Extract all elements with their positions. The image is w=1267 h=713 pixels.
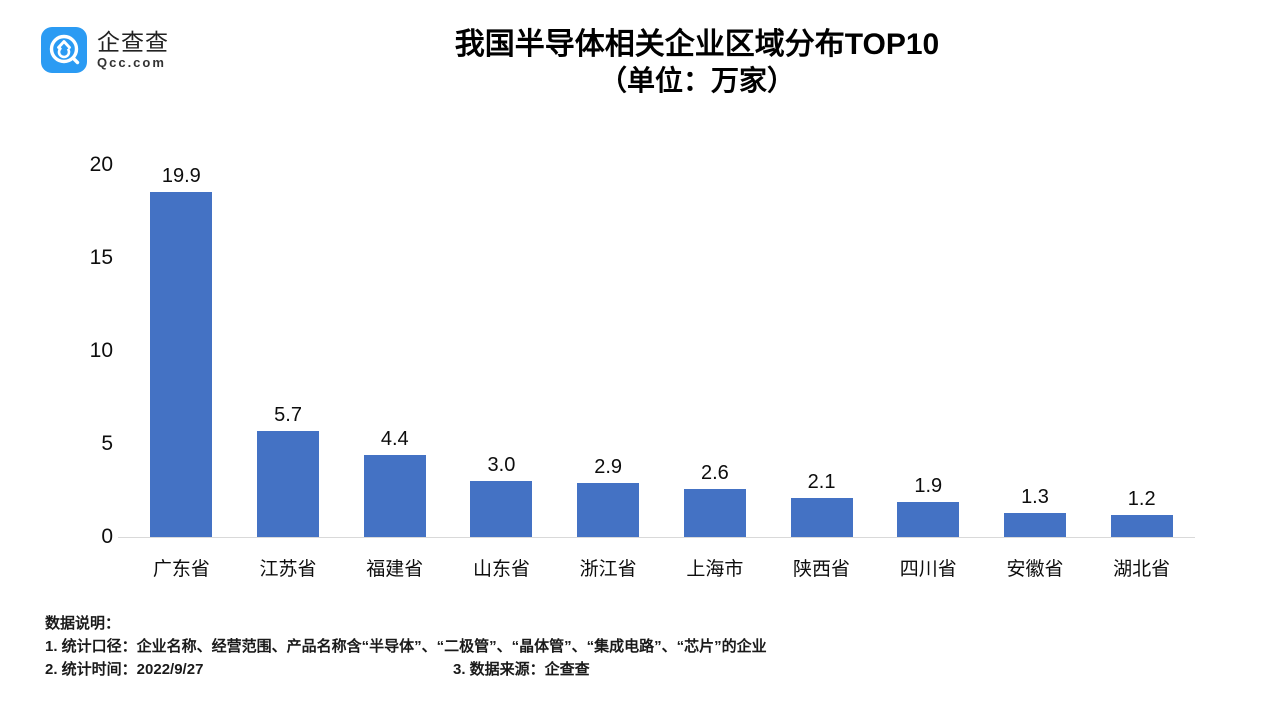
notes-heading: 数据说明： [45,615,121,632]
bar-四川省 [897,501,960,537]
x-category-label: 上海市 [686,559,744,580]
y-tick-label: 10 [89,339,113,362]
x-category-label: 福建省 [366,559,424,580]
bar-slot-广东省: 19.9 广东省 [128,165,235,580]
y-tick-label: 15 [89,246,113,269]
x-category-label: 安徽省 [1006,559,1064,580]
qcc-logo-icon [40,26,88,74]
chart-title-line1: 我国半导体相关企业区域分布TOP10 [454,28,940,61]
bar-安徽省 [1003,512,1066,537]
bar-value-label: 19.9 [161,165,201,187]
bar-value-label: 5.7 [274,403,302,426]
bar-湖北省 [1110,514,1173,537]
bar-value-label: 1.9 [914,474,943,497]
x-category-label: 四川省 [899,559,957,580]
x-category-label: 山东省 [472,559,530,580]
chart-title: 我国半导体相关企业区域分布TOP10 （单位：万家） [455,26,940,99]
bar-广东省 [150,192,213,537]
bar-slot-安徽省: 1.3 安徽省 [982,165,1089,580]
bar-slot-上海市: 2.6 上海市 [662,165,769,580]
notes-line-1: 1. 统计口径：企业名称、经营范围、产品名称含“半导体”、“二极管”、“晶体管”… [45,638,767,655]
bar-slot-湖北省: 1.2 湖北省 [1088,165,1195,580]
y-tick-label: 0 [101,525,113,548]
x-axis-baseline [118,537,1195,538]
bar-slot-陕西省: 2.1 陕西省 [768,165,875,580]
x-category-label: 江苏省 [259,559,317,580]
bar-value-label: 1.2 [1127,487,1156,510]
x-category-label: 陕西省 [793,559,851,580]
chart-title-unit: （单位：万家） [598,65,795,96]
bar-江苏省 [257,430,320,537]
notes-line-2: 2. 统计时间：2022/9/27 3. 数据来源：企查查 [45,658,767,681]
qcc-logo: 企查查 Qcc.com [40,26,169,74]
bar-slot-山东省: 3.0 山东省 [448,165,555,580]
bar-value-label: 3.0 [487,454,516,477]
x-category-label: 浙江省 [579,559,637,580]
y-tick-label: 20 [89,153,113,176]
bar-value-label: 2.9 [594,456,623,479]
bar-value-label: 1.3 [1021,485,1049,508]
y-tick-label: 5 [101,432,113,455]
bar-上海市 [683,488,746,537]
notes-data-source: 3. 数据来源：企查查 [453,661,590,678]
bar-value-label: 2.1 [807,470,836,493]
x-category-label: 广东省 [152,559,210,580]
x-category-label: 湖北省 [1113,559,1171,580]
bar-slot-四川省: 1.9 四川省 [875,165,982,580]
y-axis: 0 5 10 15 20 [33,0,113,713]
logo-domain: Qcc.com [97,55,166,70]
bar-浙江省 [577,483,640,537]
bar-value-label: 2.6 [700,461,729,484]
notes-stat-time: 2. 统计时间：2022/9/27 [45,661,204,678]
bar-陕西省 [790,497,853,537]
bar-value-label: 4.4 [380,428,409,451]
bar-chart-plot-area: 19.9 广东省 5.7 江苏省 4.4 福建省 3.0 山东省 2.9 浙江省 2.6 上海市 2.1… [128,165,1195,580]
logo-name: 企查查 [97,29,169,55]
bar-slot-福建省: 4.4 福建省 [341,165,448,580]
data-notes: 数据说明： 1. 统计口径：企业名称、经营范围、产品名称含“半导体”、“二极管”… [45,612,767,681]
bar-slot-浙江省: 2.9 浙江省 [555,165,662,580]
bar-slot-江苏省: 5.7 江苏省 [235,165,342,580]
bar-山东省 [470,481,533,537]
bar-福建省 [363,455,426,537]
